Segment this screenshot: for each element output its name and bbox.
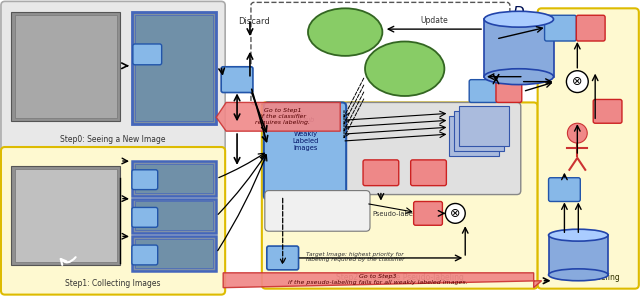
Bar xyxy=(15,15,117,118)
Text: $x^*$: $x^*$ xyxy=(274,251,286,263)
Text: Discard: Discard xyxy=(238,17,270,26)
Bar xyxy=(135,164,213,193)
Text: Step0: Seeing a New Image: Step0: Seeing a New Image xyxy=(60,135,166,144)
Text: $l_p^*$: $l_p^*$ xyxy=(368,164,378,180)
Text: Update: Update xyxy=(420,16,449,25)
FancyBboxPatch shape xyxy=(221,67,253,93)
Bar xyxy=(135,15,213,121)
Bar xyxy=(484,19,554,77)
Text: Weakly
Labeled
Images: Weakly Labeled Images xyxy=(292,131,319,151)
Text: $X_{sub}$: $X_{sub}$ xyxy=(295,111,316,125)
Text: Go to Step1
if the classifier
requires labeling.: Go to Step1 if the classifier requires l… xyxy=(255,108,310,125)
Bar xyxy=(11,166,120,265)
Text: $l^*$: $l^*$ xyxy=(420,206,430,218)
Ellipse shape xyxy=(484,69,554,85)
FancyBboxPatch shape xyxy=(413,202,442,225)
Bar xyxy=(460,106,509,146)
Text: Pseudo-label: Pseudo-label xyxy=(372,211,415,217)
FancyBboxPatch shape xyxy=(1,1,225,152)
FancyBboxPatch shape xyxy=(132,245,157,265)
FancyBboxPatch shape xyxy=(496,80,522,102)
Text: $x_2$: $x_2$ xyxy=(138,211,149,222)
Circle shape xyxy=(568,123,588,143)
Circle shape xyxy=(566,71,588,93)
Bar xyxy=(132,161,216,196)
Bar xyxy=(135,239,213,268)
Text: Target Image: highest priority for
labeling required by the classifier: Target Image: highest priority for label… xyxy=(305,252,404,262)
Bar xyxy=(132,12,216,124)
Text: Step2: Ensemble Pseudo-labeling: Step2: Ensemble Pseudo-labeling xyxy=(336,273,464,282)
FancyBboxPatch shape xyxy=(132,170,157,190)
Bar xyxy=(15,169,117,262)
Bar xyxy=(11,12,120,121)
FancyBboxPatch shape xyxy=(344,102,521,194)
Text: Identifier
Detector
(Barcode
Detector): Identifier Detector (Barcode Detector) xyxy=(390,57,420,80)
Text: $x_U^*$: $x_U^*$ xyxy=(556,181,566,196)
FancyBboxPatch shape xyxy=(545,15,577,41)
FancyBboxPatch shape xyxy=(267,246,299,270)
Text: Classifier
(DNN): Classifier (DNN) xyxy=(325,22,365,42)
Circle shape xyxy=(445,203,465,223)
Text: Go to Step3
if the pseudo-labeling fails for all weakly labeled images.: Go to Step3 if the pseudo-labeling fails… xyxy=(288,274,468,285)
FancyBboxPatch shape xyxy=(411,160,446,186)
FancyBboxPatch shape xyxy=(577,15,605,41)
FancyBboxPatch shape xyxy=(262,102,538,289)
FancyBboxPatch shape xyxy=(363,160,399,186)
Text: $x_U^*$: $x_U^*$ xyxy=(552,20,562,35)
Polygon shape xyxy=(223,273,541,288)
Bar xyxy=(135,202,213,230)
FancyBboxPatch shape xyxy=(132,207,157,227)
Ellipse shape xyxy=(484,11,554,27)
Ellipse shape xyxy=(548,229,608,241)
Bar xyxy=(132,236,216,271)
Bar xyxy=(132,199,216,233)
Bar xyxy=(449,116,499,156)
Text: $U$: $U$ xyxy=(572,228,585,244)
FancyBboxPatch shape xyxy=(548,178,580,202)
FancyBboxPatch shape xyxy=(538,8,639,289)
Text: $l_a$: $l_a$ xyxy=(583,21,591,33)
Text: $l^*$: $l^*$ xyxy=(501,84,510,97)
Text: Unlabeled
Images: Unlabeled Images xyxy=(563,244,594,255)
Text: $x^*$: $x^*$ xyxy=(475,84,487,97)
Text: $D$: $D$ xyxy=(512,5,525,21)
Text: Step1: Collecting Images: Step1: Collecting Images xyxy=(65,279,161,288)
Text: $x_o$: $x_o$ xyxy=(140,48,152,60)
Text: ⊗: ⊗ xyxy=(572,75,582,88)
FancyBboxPatch shape xyxy=(133,44,162,65)
Text: They should have
a same label.: They should have a same label. xyxy=(289,205,346,216)
Text: $x_3$: $x_3$ xyxy=(138,249,149,259)
Text: $l_a$: $l_a$ xyxy=(600,104,608,117)
Text: $l_d^*$: $l_d^*$ xyxy=(416,164,426,179)
Text: ⊗: ⊗ xyxy=(450,207,461,220)
FancyBboxPatch shape xyxy=(469,80,498,102)
Bar xyxy=(548,235,608,275)
Ellipse shape xyxy=(548,269,608,281)
Text: $x_1$: $x_1$ xyxy=(138,173,149,184)
Ellipse shape xyxy=(308,8,382,56)
Text: Labeled
Images: Labeled Images xyxy=(505,33,532,46)
Polygon shape xyxy=(216,102,340,131)
Bar xyxy=(454,111,504,151)
FancyBboxPatch shape xyxy=(593,99,622,123)
Ellipse shape xyxy=(365,41,444,96)
Text: Step3:
Human Labeling: Step3: Human Labeling xyxy=(557,262,620,282)
Text: $x_o$: $x_o$ xyxy=(224,73,236,85)
FancyBboxPatch shape xyxy=(264,102,346,200)
FancyBboxPatch shape xyxy=(1,147,225,295)
FancyBboxPatch shape xyxy=(265,191,370,231)
